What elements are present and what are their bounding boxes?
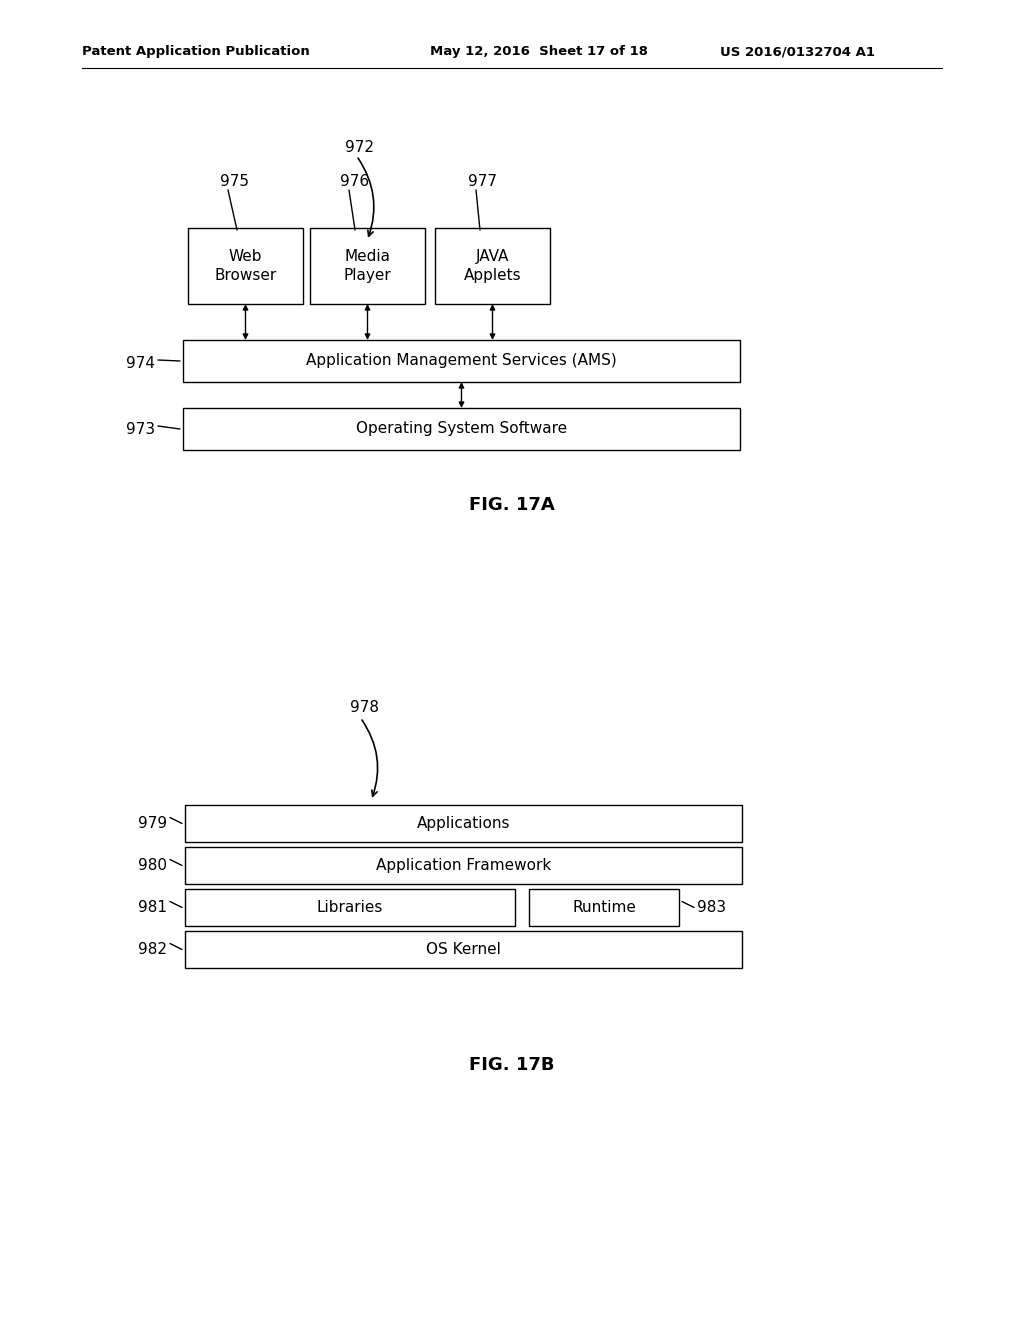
Bar — [185, 805, 742, 842]
Bar — [188, 228, 303, 304]
Bar — [185, 888, 515, 927]
Text: 979: 979 — [138, 816, 167, 832]
Bar — [185, 931, 742, 968]
Bar — [435, 228, 550, 304]
Bar — [183, 408, 740, 450]
Text: 973: 973 — [126, 421, 155, 437]
Bar — [185, 847, 742, 884]
Text: 974: 974 — [126, 355, 155, 371]
Bar — [310, 228, 425, 304]
Text: May 12, 2016  Sheet 17 of 18: May 12, 2016 Sheet 17 of 18 — [430, 45, 648, 58]
Text: Libraries: Libraries — [316, 900, 383, 915]
Bar — [529, 888, 679, 927]
Text: OS Kernel: OS Kernel — [426, 942, 501, 957]
Text: 982: 982 — [138, 942, 167, 957]
Text: 977: 977 — [468, 174, 497, 190]
Bar — [183, 341, 740, 381]
Text: US 2016/0132704 A1: US 2016/0132704 A1 — [720, 45, 874, 58]
Text: 983: 983 — [697, 900, 726, 915]
Text: Runtime: Runtime — [572, 900, 636, 915]
Text: Media
Player: Media Player — [344, 249, 391, 282]
Text: JAVA
Applets: JAVA Applets — [464, 249, 521, 282]
Text: Web
Browser: Web Browser — [214, 249, 276, 282]
Text: FIG. 17B: FIG. 17B — [469, 1056, 555, 1074]
Text: 980: 980 — [138, 858, 167, 873]
Text: Application Framework: Application Framework — [376, 858, 551, 873]
Text: Application Management Services (AMS): Application Management Services (AMS) — [306, 354, 616, 368]
Text: 976: 976 — [340, 174, 369, 190]
Text: Applications: Applications — [417, 816, 510, 832]
Text: 975: 975 — [220, 174, 249, 190]
Text: 981: 981 — [138, 900, 167, 915]
Text: 972: 972 — [345, 140, 374, 156]
Text: FIG. 17A: FIG. 17A — [469, 496, 555, 513]
Text: Patent Application Publication: Patent Application Publication — [82, 45, 309, 58]
Text: 978: 978 — [350, 701, 379, 715]
Text: Operating System Software: Operating System Software — [356, 421, 567, 437]
